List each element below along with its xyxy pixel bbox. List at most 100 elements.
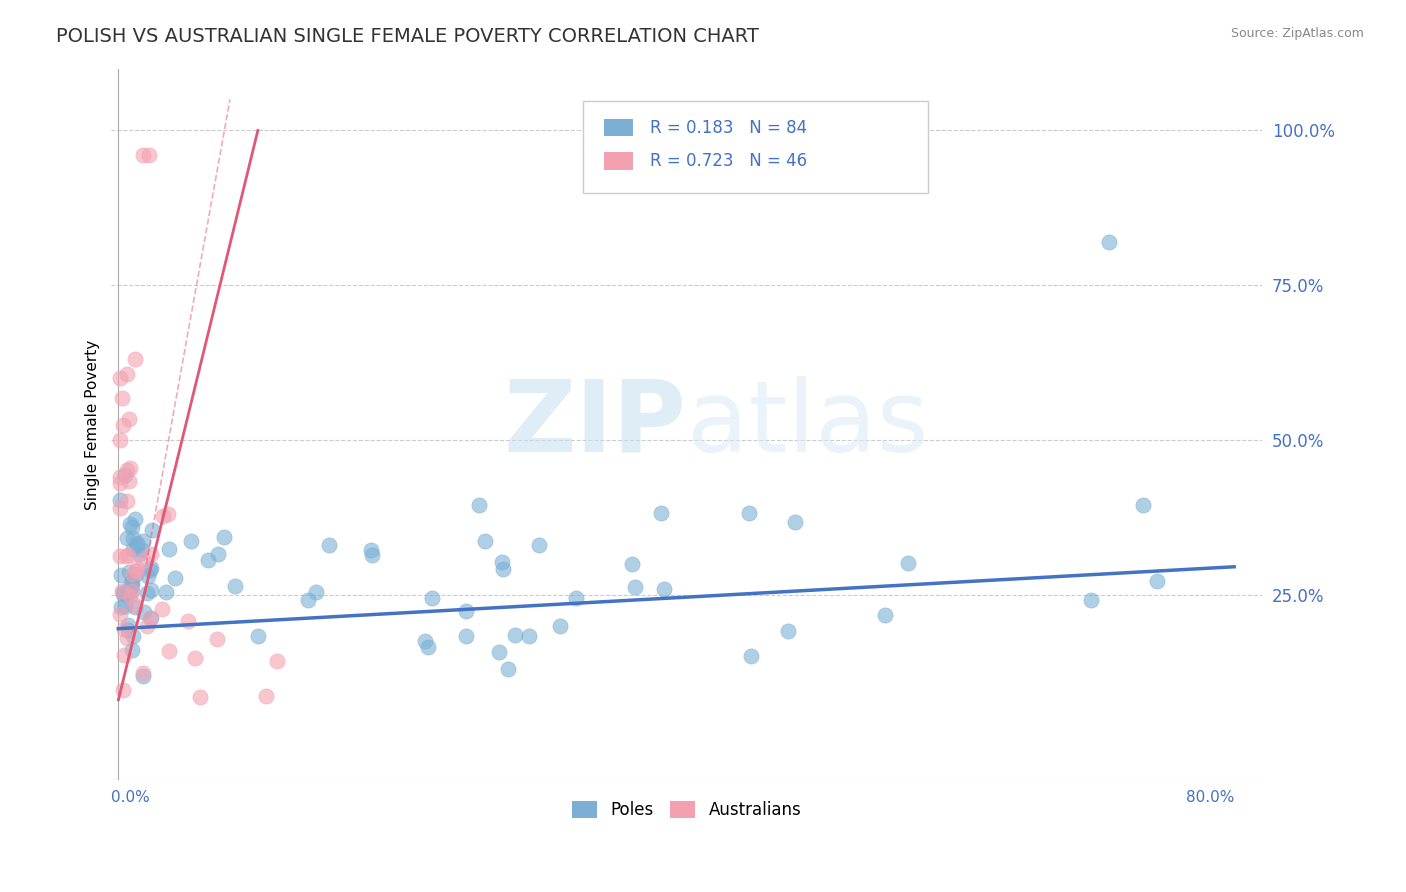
Point (132, 669, 155, 683)
Point (112, 623, 135, 637)
Point (125, 561, 148, 575)
Point (110, 600, 132, 615)
Point (491, 562, 513, 576)
Text: R = 0.723   N = 46: R = 0.723 N = 46 (650, 152, 807, 170)
Point (139, 547, 162, 561)
Point (496, 662, 519, 676)
Text: Source: ZipAtlas.com: Source: ZipAtlas.com (1230, 27, 1364, 40)
Point (188, 690, 211, 704)
Point (128, 547, 150, 561)
Point (132, 148, 155, 162)
Point (121, 574, 143, 589)
Text: atlas: atlas (686, 376, 928, 473)
Point (117, 618, 139, 632)
Point (112, 417, 135, 432)
Point (122, 542, 145, 557)
Point (124, 599, 146, 614)
Point (180, 534, 202, 549)
Text: POLISH VS AUSTRALIAN SINGLE FEMALE POVERTY CORRELATION CHART: POLISH VS AUSTRALIAN SINGLE FEMALE POVER… (56, 27, 759, 45)
Point (112, 648, 135, 662)
Y-axis label: Single Female Poverty: Single Female Poverty (86, 339, 100, 509)
Point (139, 563, 162, 577)
Point (624, 580, 647, 594)
Point (266, 654, 288, 668)
Point (132, 533, 155, 548)
Point (138, 148, 160, 162)
Point (117, 412, 139, 426)
Point (108, 371, 131, 385)
Point (139, 611, 162, 625)
Point (418, 640, 440, 655)
Point (488, 645, 510, 659)
Text: 80.0%: 80.0% (1185, 789, 1234, 805)
Point (111, 583, 134, 598)
Point (897, 556, 920, 570)
Point (122, 567, 145, 582)
Point (121, 579, 143, 593)
Point (118, 590, 141, 604)
Point (108, 549, 131, 563)
Point (115, 549, 138, 563)
Point (121, 520, 143, 534)
Point (305, 585, 328, 599)
Point (468, 498, 491, 512)
Point (456, 604, 478, 618)
Point (120, 576, 142, 591)
Point (157, 643, 180, 657)
Point (108, 470, 131, 484)
Point (360, 543, 382, 558)
Point (548, 618, 571, 632)
Point (157, 541, 180, 556)
Point (111, 391, 134, 405)
Point (124, 512, 146, 526)
Point (124, 598, 146, 612)
Point (503, 628, 526, 642)
Point (118, 474, 141, 488)
Point (176, 614, 198, 628)
Legend: Poles, Australians: Poles, Australians (565, 794, 808, 825)
FancyBboxPatch shape (605, 119, 633, 136)
Point (108, 476, 131, 491)
Point (652, 582, 675, 596)
Point (297, 593, 319, 607)
Point (139, 560, 162, 574)
FancyBboxPatch shape (583, 101, 928, 193)
Point (491, 555, 513, 569)
Text: ZIP: ZIP (503, 376, 686, 473)
Point (115, 531, 138, 545)
Point (254, 689, 277, 703)
Point (110, 433, 132, 447)
Point (117, 548, 139, 562)
Point (127, 536, 149, 550)
Point (207, 632, 229, 646)
Point (141, 610, 163, 624)
Point (740, 648, 762, 663)
Point (565, 591, 588, 606)
Point (115, 588, 138, 602)
Point (136, 586, 159, 600)
Point (117, 584, 139, 599)
Point (115, 463, 138, 477)
Point (1132, 499, 1154, 513)
Point (124, 351, 146, 366)
Point (112, 587, 135, 601)
Point (1146, 574, 1168, 588)
Point (132, 553, 155, 567)
Point (121, 643, 143, 657)
Point (318, 538, 340, 552)
Point (474, 534, 496, 549)
Point (1097, 235, 1119, 249)
Point (132, 666, 155, 681)
Point (155, 585, 177, 599)
Point (108, 500, 131, 515)
Point (136, 569, 159, 583)
Point (529, 538, 551, 552)
Point (517, 629, 540, 643)
Point (163, 570, 186, 584)
Point (110, 568, 132, 582)
Point (112, 683, 135, 698)
Point (136, 619, 159, 633)
Text: 0.0%: 0.0% (111, 789, 150, 805)
Point (115, 631, 138, 645)
Point (246, 629, 269, 643)
